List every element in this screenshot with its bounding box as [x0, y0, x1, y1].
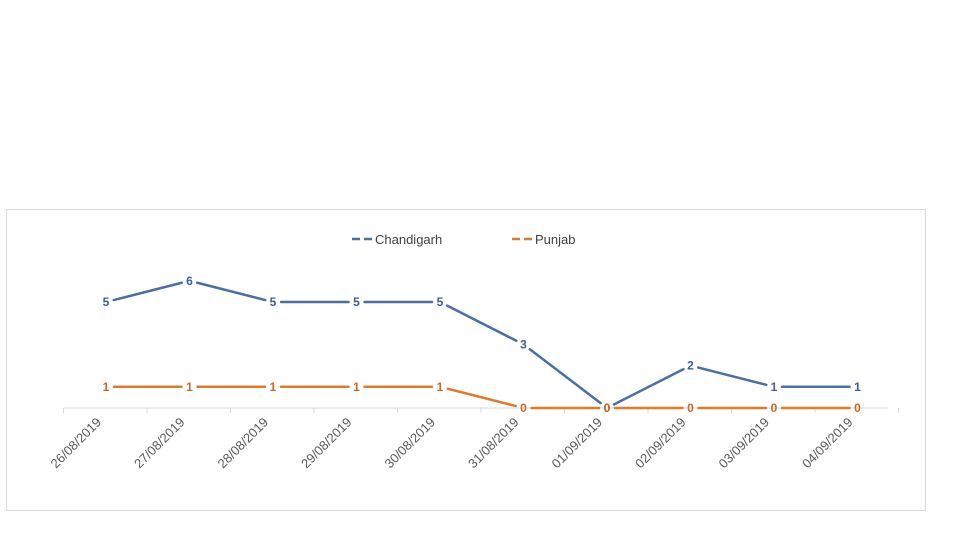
x-axis-tick-labels: 26/08/2019 27/08/2019 28/08/2019 29/08/2019… [47, 415, 855, 472]
data-label: 0 [687, 401, 694, 415]
data-label: 0 [520, 401, 527, 415]
series-segment [528, 347, 602, 405]
series-segment [446, 387, 517, 408]
data-label: 1 [103, 380, 110, 394]
data-label: 1 [437, 380, 444, 394]
series-chandigarh [112, 281, 851, 406]
data-label: 2 [687, 359, 694, 373]
data-label: 1 [186, 380, 193, 394]
data-label: 5 [353, 295, 360, 309]
series-layer [112, 281, 851, 410]
data-label: 5 [437, 295, 444, 309]
chart-frame [6, 209, 926, 511]
data-label: 6 [186, 274, 193, 288]
x-tick-label: 31/08/2019 [465, 415, 522, 472]
data-label: 0 [771, 401, 778, 415]
x-tick-label: 30/08/2019 [381, 415, 438, 472]
x-tick-label: 29/08/2019 [298, 415, 355, 472]
x-tick-label: 02/09/2019 [632, 415, 689, 472]
legend-label: Punjab [535, 232, 575, 247]
data-label: 0 [604, 401, 611, 415]
legend-item-punjab[interactable]: Punjab [512, 232, 575, 247]
series-segment [445, 304, 518, 343]
series-segment [612, 367, 685, 406]
x-tick-label: 27/08/2019 [131, 415, 188, 472]
x-tick-label: 26/08/2019 [47, 415, 104, 472]
x-tick-label: 04/09/2019 [799, 415, 856, 472]
data-label: 1 [854, 380, 861, 394]
legend-item-chandigarh[interactable]: Chandigarh [352, 232, 442, 247]
data-label: 0 [604, 401, 611, 415]
series-punjab [112, 385, 851, 410]
data-label: 3 [520, 337, 527, 351]
legend-label: Chandigarh [375, 232, 442, 247]
legend: Chandigarh Punjab [352, 232, 575, 247]
x-tick-label: 03/09/2019 [715, 415, 772, 472]
data-label: 5 [103, 295, 110, 309]
x-tick-label: 28/08/2019 [214, 415, 271, 472]
data-label: 0 [854, 401, 861, 415]
series-segment [697, 366, 768, 387]
data-label: 1 [270, 380, 277, 394]
series-segment [196, 281, 267, 302]
series-segment [112, 281, 183, 302]
data-label: 1 [353, 380, 360, 394]
data-label: 1 [771, 380, 778, 394]
x-tick-label: 01/09/2019 [548, 415, 605, 472]
data-label: 5 [270, 295, 277, 309]
